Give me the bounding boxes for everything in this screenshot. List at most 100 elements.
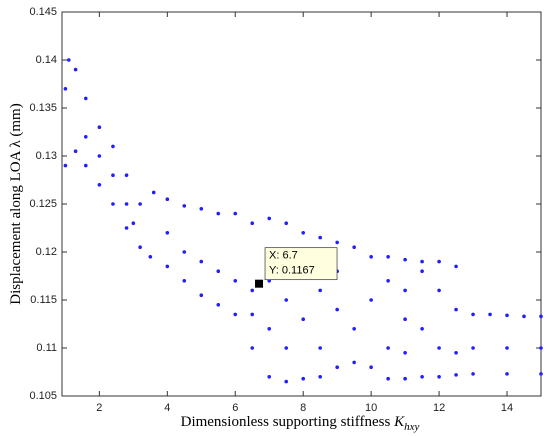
- point: [352, 245, 356, 249]
- point: [250, 346, 255, 350]
- y-tick-label: 0.12: [36, 246, 57, 258]
- datatip-box: [264, 247, 338, 281]
- point: [97, 125, 102, 129]
- point: [454, 307, 458, 312]
- point: [138, 202, 142, 206]
- point: [386, 254, 390, 259]
- point: [284, 298, 289, 302]
- point: [403, 317, 407, 322]
- point: [97, 183, 102, 187]
- point: [420, 269, 424, 274]
- point: [437, 375, 441, 379]
- datatip-marker: [255, 279, 264, 288]
- point: [124, 173, 129, 177]
- point: [182, 204, 187, 208]
- point: [165, 264, 170, 269]
- point: [165, 231, 170, 235]
- point: [539, 372, 543, 376]
- point: [522, 314, 526, 319]
- point: [454, 373, 458, 377]
- y-tick-label: 0.13: [36, 150, 57, 162]
- point: [386, 279, 390, 283]
- point: [97, 154, 102, 158]
- point: [165, 197, 170, 201]
- point: [335, 365, 339, 370]
- point: [216, 303, 221, 307]
- point: [505, 346, 509, 350]
- point: [151, 190, 156, 195]
- point: [284, 221, 289, 225]
- datatip-y: Y: 0.1167: [269, 265, 315, 277]
- point: [111, 144, 115, 149]
- point: [124, 202, 129, 206]
- point: [284, 379, 289, 384]
- point: [386, 376, 390, 381]
- point: [124, 226, 129, 230]
- point: [250, 312, 255, 317]
- point: [454, 264, 458, 269]
- point: [386, 346, 390, 350]
- x-tick-label: 8: [300, 402, 306, 414]
- point: [182, 279, 187, 283]
- y-tick-label: 0.135: [29, 102, 57, 114]
- point: [63, 87, 68, 91]
- point: [182, 250, 187, 254]
- y-tick-label: 0.105: [29, 390, 57, 402]
- point: [318, 375, 322, 379]
- y-tick-label: 0.115: [30, 294, 57, 306]
- point: [471, 346, 475, 350]
- point: [471, 312, 475, 317]
- point: [437, 346, 441, 350]
- point: [131, 221, 136, 225]
- point: [250, 221, 255, 225]
- x-tick-label: 4: [164, 402, 170, 414]
- x-tick-label: 2: [96, 402, 102, 414]
- point: [454, 351, 458, 355]
- point: [111, 202, 115, 206]
- point: [138, 245, 142, 249]
- y-tick-label: 0.125: [29, 198, 57, 210]
- y-axis-label: Displacement along LOA λ (mm): [8, 103, 24, 304]
- point: [148, 254, 153, 259]
- point: [233, 211, 238, 216]
- plot-area: [61, 11, 542, 397]
- point: [83, 135, 88, 139]
- point: [403, 351, 407, 355]
- y-tick-label: 0.11: [36, 342, 57, 354]
- point: [73, 67, 78, 72]
- point: [318, 346, 322, 350]
- x-label-text: Dimensionless supporting stiffness: [181, 414, 391, 430]
- point: [539, 346, 543, 350]
- x-label-symbol: K: [393, 414, 405, 430]
- point: [403, 288, 407, 293]
- x-tick-label: 12: [433, 402, 445, 414]
- point: [369, 365, 373, 370]
- point: [488, 312, 492, 317]
- point: [267, 216, 272, 221]
- point: [233, 279, 238, 283]
- point: [199, 207, 204, 211]
- x-axis-label: Dimensionless supporting stiffness Khxy: [181, 414, 420, 433]
- point: [199, 259, 204, 264]
- point: [199, 293, 204, 298]
- point: [403, 376, 407, 381]
- point: [216, 211, 221, 216]
- point: [505, 372, 509, 376]
- point: [335, 307, 339, 312]
- point: [420, 327, 424, 331]
- x-label-subscript: hxy: [404, 421, 419, 433]
- point: [352, 360, 356, 365]
- point: [539, 314, 543, 319]
- point: [83, 96, 88, 101]
- y-tick-label: 0.145: [29, 6, 57, 18]
- point: [301, 376, 305, 381]
- point: [301, 231, 305, 235]
- x-tick-label: 10: [365, 402, 377, 414]
- point: [369, 298, 373, 302]
- x-tick-label: 6: [232, 402, 238, 414]
- point: [63, 163, 68, 168]
- point: [233, 312, 238, 317]
- point: [437, 288, 441, 293]
- point: [267, 375, 272, 379]
